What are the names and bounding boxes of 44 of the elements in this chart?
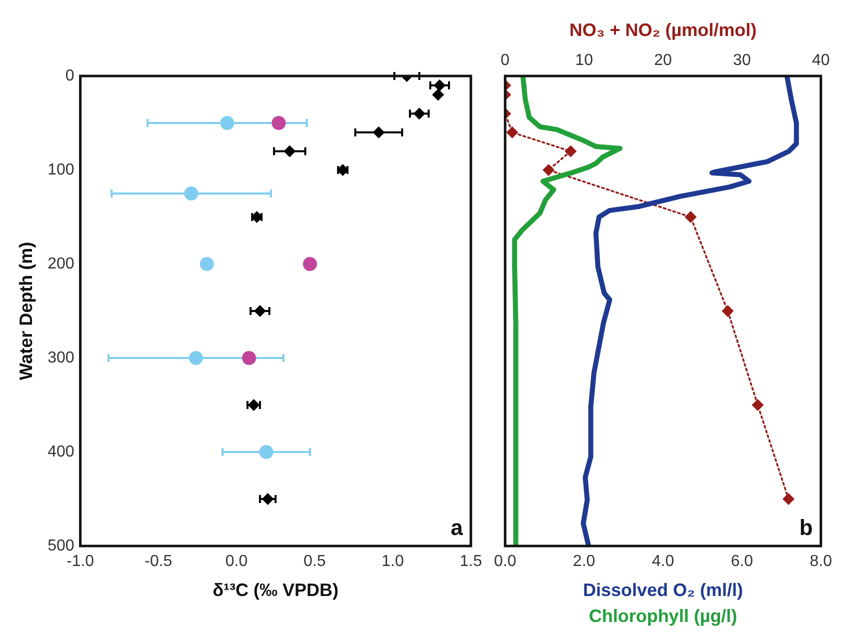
x-tick-label: 8.0 <box>810 553 832 570</box>
x-tick-label: 6.0 <box>730 553 754 570</box>
x-tick-label: 4.0 <box>652 553 674 570</box>
point <box>272 116 286 130</box>
y-tick-label: 0 <box>65 67 74 84</box>
x-tick-label: 1.0 <box>382 553 404 570</box>
x-tick-label: 1.5 <box>460 553 482 570</box>
x2-tick-label: 30 <box>733 52 751 69</box>
y-tick-label: 300 <box>48 349 74 366</box>
annotation: b <box>799 515 813 540</box>
point <box>188 351 203 365</box>
point <box>220 116 234 130</box>
y-tick-label: 100 <box>48 161 74 178</box>
point <box>434 79 446 92</box>
annotation: a <box>450 515 464 540</box>
x-axis-title: δ¹³C (‰ VPDB) <box>212 580 339 600</box>
x2-tick-label: 0 <box>500 52 510 69</box>
point <box>432 88 444 101</box>
x-tick-label: -1.0 <box>66 553 94 570</box>
x-tick-label: 0.5 <box>304 553 326 570</box>
point <box>259 445 274 459</box>
x2-tick-label: 20 <box>654 52 672 69</box>
point <box>200 257 214 271</box>
x-tick-label: 0.0 <box>494 553 516 570</box>
point <box>302 257 317 271</box>
y-tick-label: 500 <box>48 537 74 554</box>
series-label: Dissolved O₂ (ml/l) <box>582 580 744 600</box>
point <box>184 186 198 200</box>
point <box>262 493 274 505</box>
point <box>284 145 296 158</box>
text: Chlorophyll (µg/l) <box>588 606 738 626</box>
x2-tick-label: 10 <box>575 52 594 69</box>
point <box>413 108 426 120</box>
text: NO₃ + NO₂ (µmol/mol) <box>569 20 757 40</box>
x-tick-label: 0.0 <box>225 553 248 570</box>
point <box>242 351 256 365</box>
y-axis-title: Water Depth (m) <box>16 242 36 380</box>
y-tick-label: 400 <box>48 443 74 460</box>
point <box>254 305 266 317</box>
y-tick-label: 200 <box>48 255 74 272</box>
x2-tick-label: 40 <box>812 52 830 69</box>
x-tick-label: 2.0 <box>572 553 596 570</box>
x-tick-label: -0.5 <box>144 553 172 570</box>
point <box>372 126 385 138</box>
